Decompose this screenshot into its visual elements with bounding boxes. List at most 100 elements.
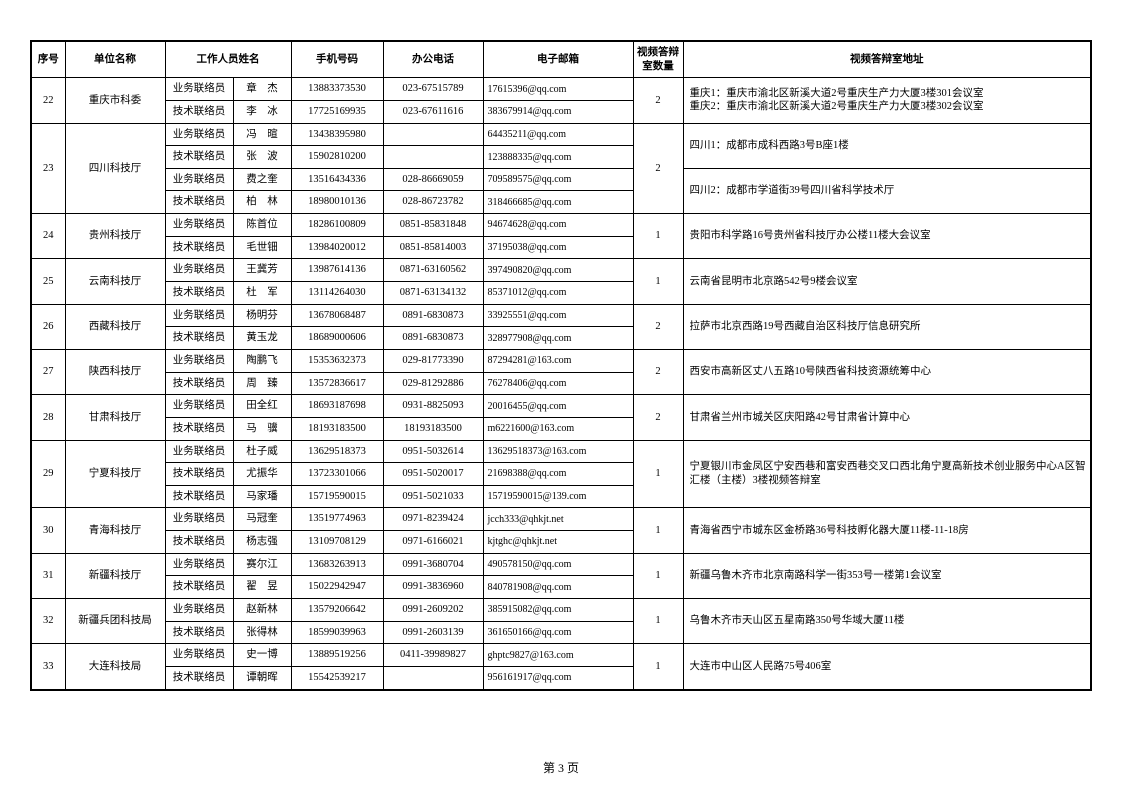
cell-rooms: 1 [633,508,683,553]
col-tel: 手机号码 [291,41,383,78]
cell-name: 尤振华 [233,463,291,486]
cell-office: 0411-39989827 [383,644,483,667]
cell-org: 大连科技局 [65,644,165,690]
cell-role: 业务联络员 [165,123,233,146]
cell-name: 马 骥 [233,417,291,440]
cell-role: 技术联络员 [165,282,233,305]
cell-tel: 15022942947 [291,576,383,599]
cell-email: 94674628@qq.com [483,214,633,237]
cell-office: 0991-3680704 [383,553,483,576]
cell-role: 技术联络员 [165,531,233,554]
cell-email: 17615396@qq.com [483,78,633,101]
cell-tel: 13572836617 [291,372,383,395]
cell-email: ghptc9827@163.com [483,644,633,667]
cell-seq: 25 [31,259,65,304]
cell-email: 37195038@qq.com [483,236,633,259]
cell-seq: 26 [31,304,65,349]
cell-rooms: 2 [633,349,683,394]
cell-email: 64435211@qq.com [483,123,633,146]
cell-rooms: 1 [633,553,683,598]
cell-office: 0871-63134132 [383,282,483,305]
cell-tel: 13109708129 [291,531,383,554]
cell-rooms: 1 [633,214,683,259]
cell-role: 业务联络员 [165,214,233,237]
cell-role: 业务联络员 [165,508,233,531]
table-row: 27陕西科技厅业务联络员陶鹏飞15353632373029-8177339087… [31,349,1091,372]
cell-addr: 乌鲁木齐市天山区五星南路350号华域大厦11楼 [683,599,1091,644]
contact-table: 序号 单位名称 工作人员姓名 手机号码 办公电话 电子邮箱 视频答辩室数量 视频… [30,40,1092,691]
table-row: 33大连科技局业务联络员史一博138895192560411-39989827g… [31,644,1091,667]
cell-role: 技术联络员 [165,100,233,123]
cell-office: 028-86723782 [383,191,483,214]
cell-seq: 23 [31,123,65,214]
cell-role: 业务联络员 [165,599,233,622]
cell-office: 0991-2603139 [383,621,483,644]
cell-tel: 15902810200 [291,146,383,169]
cell-role: 技术联络员 [165,417,233,440]
cell-name: 周 臻 [233,372,291,395]
cell-name: 毛世钿 [233,236,291,259]
cell-email: 361650166@qq.com [483,621,633,644]
cell-org: 云南科技厅 [65,259,165,304]
col-email: 电子邮箱 [483,41,633,78]
cell-name: 赛尔江 [233,553,291,576]
cell-name: 杜子威 [233,440,291,463]
cell-rooms: 1 [633,599,683,644]
cell-email: 15719590015@139.com [483,485,633,508]
cell-addr: 重庆1：重庆市渝北区新溪大道2号重庆生产力大厦3楼301会议室重庆2：重庆市渝北… [683,78,1091,123]
cell-office: 0851-85814003 [383,236,483,259]
cell-name: 翟 昱 [233,576,291,599]
cell-org: 贵州科技厅 [65,214,165,259]
cell-name: 马冠奎 [233,508,291,531]
cell-addr: 宁夏银川市金凤区宁安西巷和富安西巷交叉口西北角宁夏高新技术创业服务中心A区智汇楼… [683,440,1091,508]
cell-org: 四川科技厅 [65,123,165,214]
cell-tel: 13889519256 [291,644,383,667]
cell-name: 田全红 [233,395,291,418]
table-row: 22重庆市科委业务联络员章 杰13883373530023-6751578917… [31,78,1091,101]
cell-rooms: 1 [633,259,683,304]
cell-addr: 四川1：成都市成科西路3号B座1楼 [683,123,1091,168]
col-rooms: 视频答辩室数量 [633,41,683,78]
cell-role: 业务联络员 [165,78,233,101]
cell-office: 023-67515789 [383,78,483,101]
table-row: 24贵州科技厅业务联络员陈首位182861008090851-858318489… [31,214,1091,237]
col-office: 办公电话 [383,41,483,78]
cell-email: 956161917@qq.com [483,666,633,689]
cell-name: 费之奎 [233,168,291,191]
cell-office: 0951-5021033 [383,485,483,508]
cell-role: 技术联络员 [165,485,233,508]
cell-role: 业务联络员 [165,349,233,372]
cell-tel: 13629518373 [291,440,383,463]
cell-seq: 29 [31,440,65,508]
table-row: 30青海科技厅业务联络员马冠奎135197749630971-8239424jc… [31,508,1091,531]
cell-role: 业务联络员 [165,395,233,418]
cell-tel: 18980010136 [291,191,383,214]
cell-seq: 33 [31,644,65,690]
cell-role: 业务联络员 [165,440,233,463]
cell-office: 0851-85831848 [383,214,483,237]
cell-rooms: 1 [633,644,683,690]
cell-role: 业务联络员 [165,259,233,282]
cell-email: 85371012@qq.com [483,282,633,305]
cell-role: 技术联络员 [165,191,233,214]
cell-email: 383679914@qq.com [483,100,633,123]
cell-name: 陈首位 [233,214,291,237]
cell-rooms: 2 [633,304,683,349]
cell-tel: 18193183500 [291,417,383,440]
cell-org: 新疆科技厅 [65,553,165,598]
cell-role: 技术联络员 [165,372,233,395]
cell-email: 328977908@qq.com [483,327,633,350]
cell-role: 技术联络员 [165,463,233,486]
cell-office [383,123,483,146]
cell-name: 马家璠 [233,485,291,508]
cell-seq: 22 [31,78,65,123]
cell-email: jcch333@qhkjt.net [483,508,633,531]
cell-rooms: 2 [633,395,683,440]
table-row: 29宁夏科技厅业务联络员杜子威136295183730951-503261413… [31,440,1091,463]
cell-rooms: 2 [633,123,683,214]
cell-addr: 贵阳市科学路16号贵州省科技厅办公楼11楼大会议室 [683,214,1091,259]
cell-office: 0891-6830873 [383,304,483,327]
cell-tel: 13723301066 [291,463,383,486]
table-row: 28甘肃科技厅业务联络员田全红186931876980931-882509320… [31,395,1091,418]
cell-addr: 四川2：成都市学道街39号四川省科学技术厅 [683,168,1091,213]
